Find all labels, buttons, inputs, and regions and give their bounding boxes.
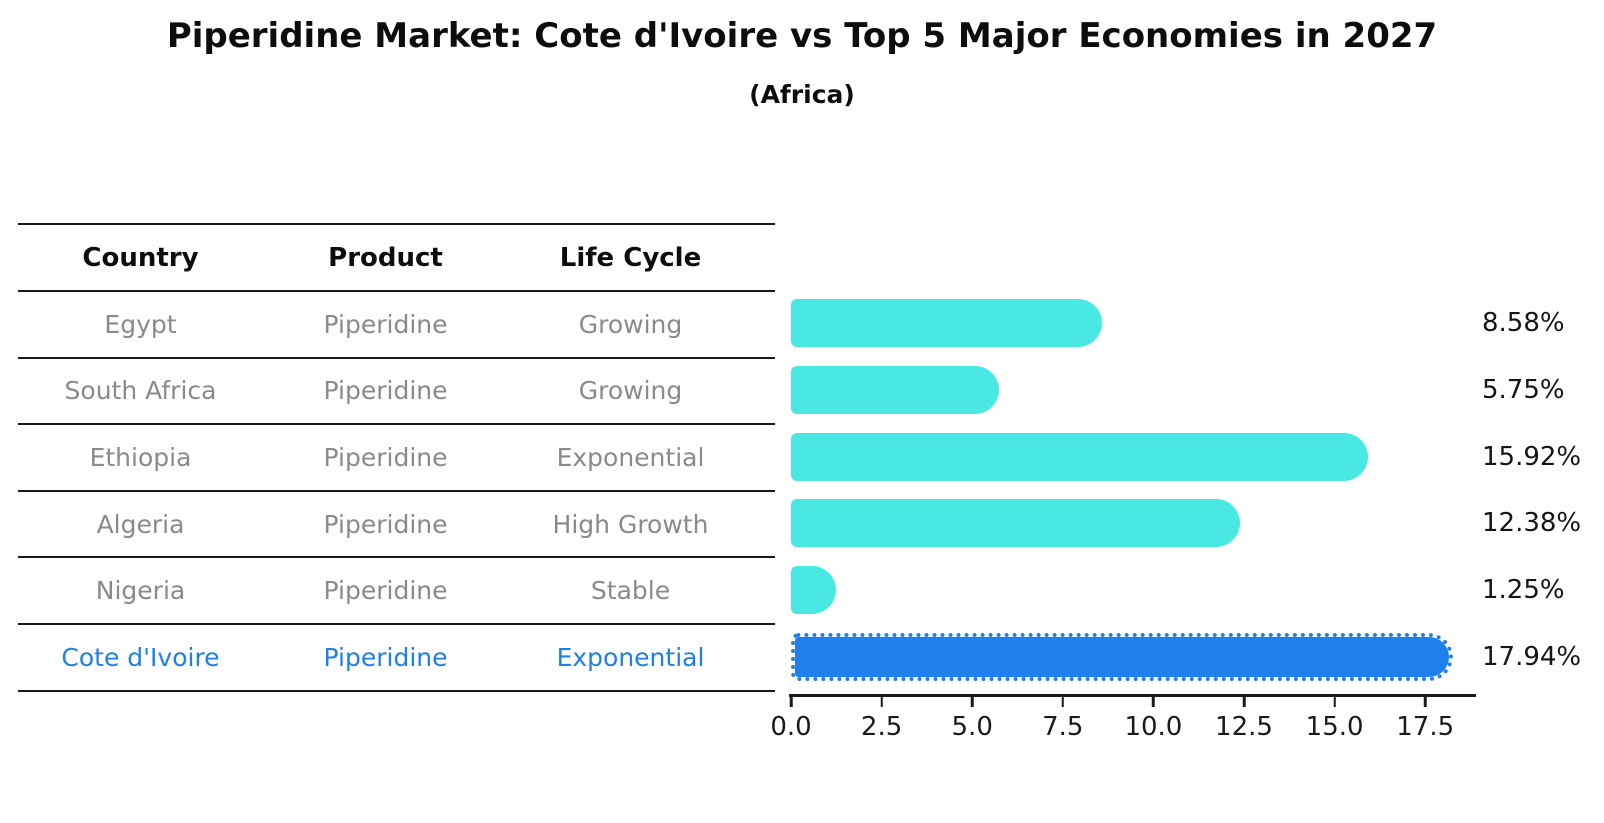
cell-country: Egypt bbox=[104, 309, 177, 339]
x-axis-tick-label: 17.5 bbox=[1396, 712, 1455, 742]
x-axis-tick-label: 12.5 bbox=[1215, 712, 1273, 742]
x-axis-tick bbox=[1242, 696, 1246, 707]
cell-life-cycle: Exponential bbox=[556, 642, 705, 672]
bar-highlight-Cote d'Ivoire bbox=[791, 632, 1454, 681]
bar-value-label: 1.25% bbox=[1482, 575, 1565, 605]
cell-product: Piperidine bbox=[323, 309, 448, 339]
bar-value-label: 8.58% bbox=[1482, 308, 1565, 339]
bar-value-label: 17.94% bbox=[1482, 641, 1582, 672]
table-body: Egypt Piperidine Growing South Africa Piperi… bbox=[18, 292, 775, 692]
cell-product: Piperidine bbox=[323, 376, 448, 406]
x-axis-tick-label: 0.0 bbox=[770, 712, 812, 742]
x-axis-tick bbox=[1333, 696, 1336, 707]
chart-subtitle: (Africa) bbox=[749, 80, 855, 109]
table-row: Algeria Piperidine High Growth bbox=[18, 492, 775, 559]
bar-Ethiopia bbox=[791, 432, 1368, 481]
x-axis-tick-label: 10.0 bbox=[1124, 712, 1183, 742]
table-row: Cote d'Ivoire Piperidine Exponential bbox=[18, 625, 775, 692]
cell-life-cycle: Growing bbox=[578, 376, 683, 406]
cell-product: Piperidine bbox=[323, 576, 448, 606]
table-row: Ethiopia Piperidine Exponential bbox=[18, 425, 775, 492]
bar-Algeria bbox=[791, 499, 1240, 548]
x-axis-tick bbox=[789, 696, 793, 707]
cell-life-cycle: Growing bbox=[578, 309, 683, 339]
table-row: Nigeria Piperidine Stable bbox=[18, 558, 775, 625]
x-axis-tick bbox=[970, 696, 974, 707]
cell-life-cycle: High Growth bbox=[552, 509, 709, 539]
bar-value-label: 15.92% bbox=[1482, 441, 1582, 472]
bar-value-label: 5.75% bbox=[1482, 375, 1565, 405]
column-header-life-cycle: Life Cycle bbox=[559, 242, 702, 273]
x-axis-tick-label: 15.0 bbox=[1305, 712, 1364, 742]
table-row: Egypt Piperidine Growing bbox=[18, 292, 775, 359]
cell-country: Algeria bbox=[96, 509, 185, 539]
cell-life-cycle: Stable bbox=[590, 576, 671, 606]
cell-country: Ethiopia bbox=[89, 442, 192, 472]
cell-country: South Africa bbox=[64, 376, 217, 406]
cell-product: Piperidine bbox=[323, 642, 448, 672]
x-axis-tick-label: 7.5 bbox=[1042, 712, 1084, 742]
bar-Nigeria bbox=[791, 566, 837, 614]
cell-product: Piperidine bbox=[323, 509, 448, 539]
column-header-country: Country bbox=[82, 242, 199, 273]
x-axis-line bbox=[789, 694, 1476, 697]
column-header-product: Product bbox=[328, 242, 443, 273]
cell-country: Cote d'Ivoire bbox=[61, 642, 220, 672]
country-table: Country Product Life Cycle Egypt Piperidi… bbox=[18, 223, 775, 692]
bar-South Africa bbox=[791, 366, 1000, 414]
x-axis-tick-label: 2.5 bbox=[860, 712, 903, 742]
x-axis-tick bbox=[1152, 696, 1155, 707]
cell-country: Nigeria bbox=[95, 576, 186, 606]
table-row: South Africa Piperidine Growing bbox=[18, 359, 775, 426]
x-axis-tick-label: 5.0 bbox=[951, 712, 993, 742]
table-header-row: Country Product Life Cycle bbox=[18, 225, 775, 292]
x-axis-tick bbox=[880, 696, 883, 707]
cell-life-cycle: Exponential bbox=[556, 442, 705, 472]
x-axis-tick bbox=[1423, 696, 1427, 707]
x-axis-tick bbox=[1061, 696, 1065, 707]
bar-value-label: 12.38% bbox=[1482, 508, 1582, 539]
cell-product: Piperidine bbox=[323, 442, 448, 472]
chart-title: Piperidine Market: Cote d'Ivoire vs Top … bbox=[166, 16, 1438, 56]
bar-Egypt bbox=[791, 299, 1102, 348]
